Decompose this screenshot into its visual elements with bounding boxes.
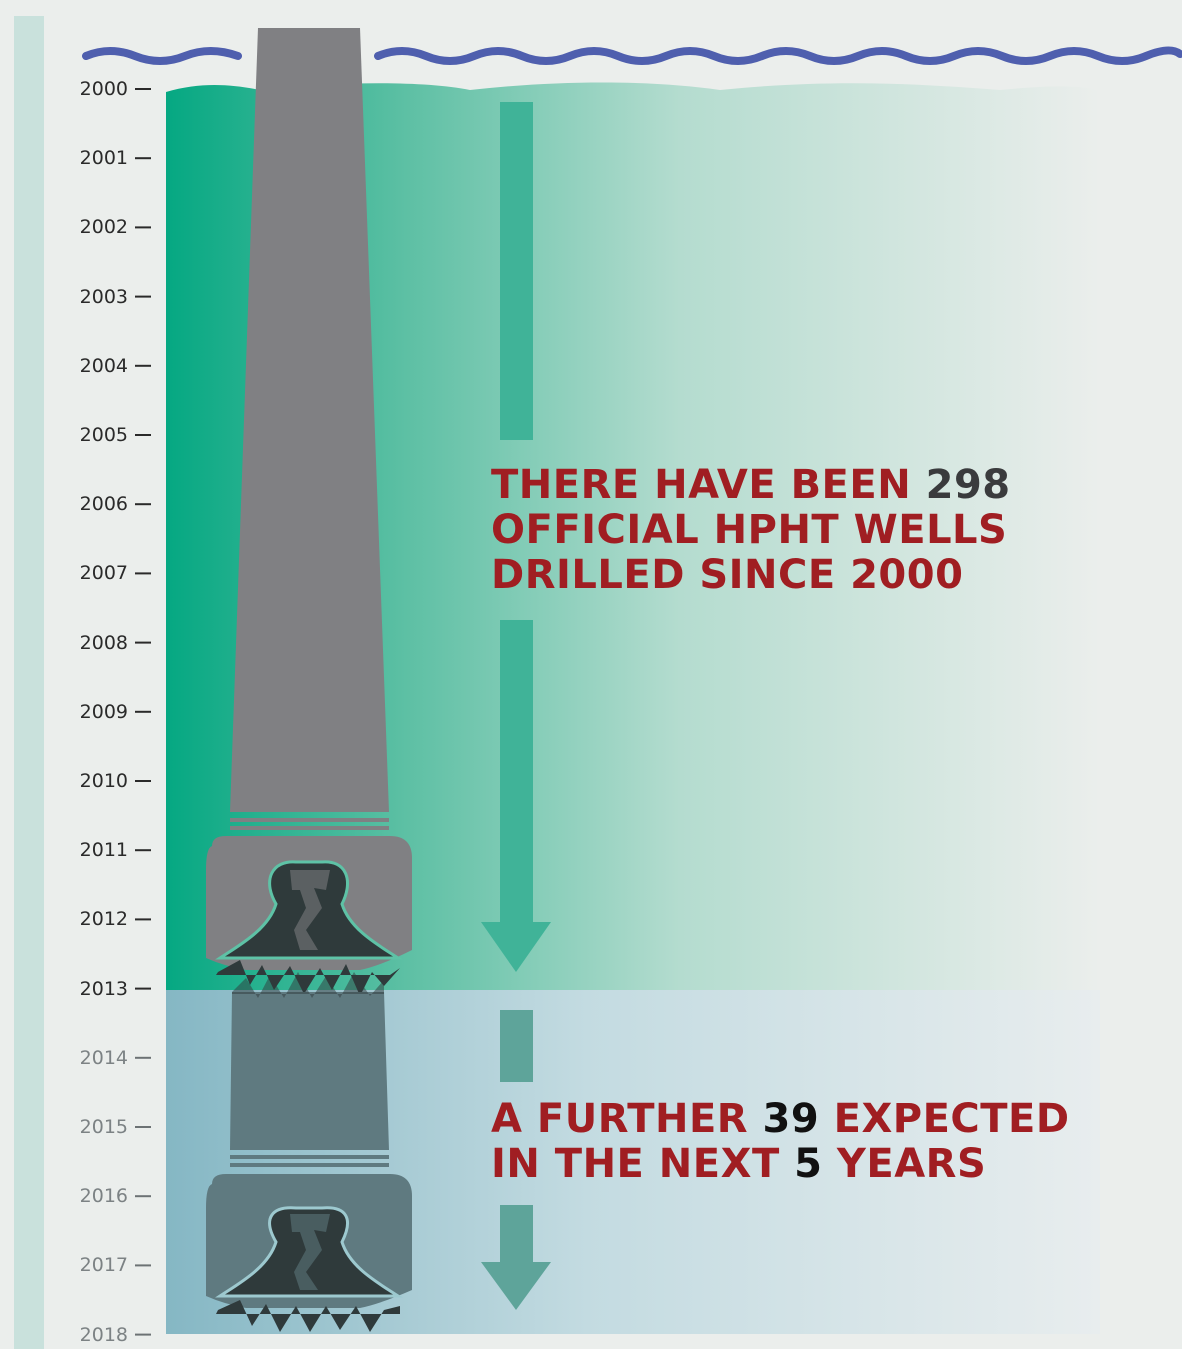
expected-count: 39 <box>762 1096 820 1142</box>
year-label: 2013 <box>79 977 128 1000</box>
drilled-count: 298 <box>925 462 1011 508</box>
year-label: 2001 <box>79 147 128 170</box>
statement-drilled-line3: DRILLED SINCE 2000 <box>491 552 964 598</box>
year-label: 2006 <box>79 493 128 516</box>
year-label: 2007 <box>79 562 128 585</box>
statement-drilled: THERE HAVE BEEN 298 OFFICIAL HPHT WELLS … <box>491 463 1011 598</box>
drilled-zone <box>166 82 1100 990</box>
future-drill-bit-icon <box>206 972 412 1332</box>
statement-expected-line1: A FURTHER 39 EXPECTED <box>491 1096 1070 1142</box>
statement-expected-line2: IN THE NEXT 5 YEARS <box>491 1141 987 1187</box>
down-arrow-icon <box>481 102 551 972</box>
expected-years: 5 <box>794 1141 823 1187</box>
year-label: 2009 <box>79 700 128 723</box>
year-label: 2016 <box>79 1185 128 1208</box>
year-label: 2012 <box>79 908 128 931</box>
timeline-bar <box>14 16 44 1349</box>
statement-drilled-line2: OFFICIAL HPHT WELLS <box>491 507 1008 553</box>
year-label: 2014 <box>79 1046 128 1069</box>
year-label: 2010 <box>79 770 128 792</box>
year-ticks <box>135 88 151 1336</box>
year-label: 2000 <box>79 78 128 100</box>
year-label: 2003 <box>79 285 128 308</box>
year-label: 2005 <box>79 424 128 446</box>
year-label: 2002 <box>79 216 128 239</box>
statement-drilled-line1: THERE HAVE BEEN 298 <box>491 462 1011 508</box>
future-down-arrow-icon <box>481 1010 551 1310</box>
year-label: 2004 <box>79 354 128 377</box>
statement-expected: A FURTHER 39 EXPECTED IN THE NEXT 5 YEAR… <box>491 1097 1070 1187</box>
year-label: 2018 <box>79 1323 128 1346</box>
year-label: 2011 <box>79 839 128 862</box>
year-label: 2008 <box>79 631 128 654</box>
year-label: 2015 <box>79 1116 128 1138</box>
wave-icon <box>82 46 1182 65</box>
year-label: 2017 <box>79 1254 128 1277</box>
drill-bit-icon <box>206 28 412 996</box>
